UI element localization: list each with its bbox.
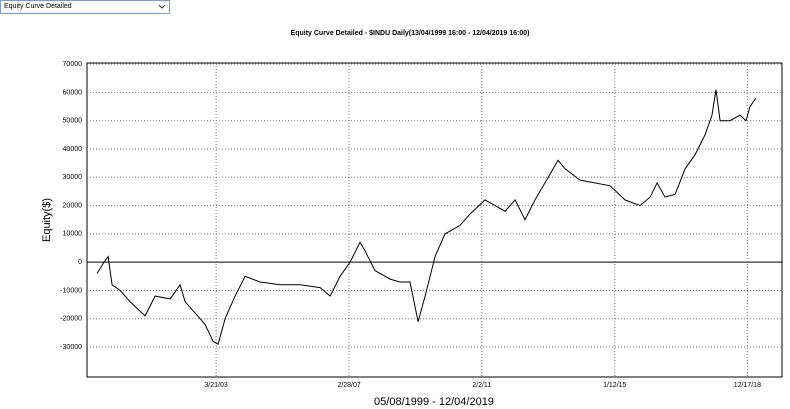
- y-tick-label: 30000: [63, 174, 83, 181]
- x-tick-label: 2/28/07: [337, 382, 360, 389]
- y-axis-label: Equity($): [41, 198, 53, 242]
- x-axis-label: 05/08/1999 - 12/04/2019: [374, 396, 494, 408]
- y-tick-label: 10000: [63, 231, 83, 238]
- y-tick-label: 0: [78, 259, 82, 266]
- y-tick-label: -20000: [60, 316, 82, 323]
- y-tick-label: 20000: [63, 202, 83, 209]
- x-tick-label: 12/17/18: [734, 382, 761, 389]
- y-tick-label: 70000: [63, 61, 83, 68]
- dropdown-value: Equity Curve Detailed: [4, 3, 72, 10]
- y-tick-label: -30000: [60, 344, 82, 351]
- y-tick-label: 60000: [63, 89, 83, 96]
- chevron: [158, 4, 166, 9]
- plot-frame: [86, 62, 783, 378]
- view-dropdown[interactable]: Equity Curve Detailed: [0, 0, 170, 14]
- y-tick-label: 50000: [63, 118, 83, 125]
- x-tick-label: 3/21/03: [204, 382, 227, 389]
- x-tick-label: 2/2/11: [472, 382, 491, 389]
- y-tick-label: -10000: [60, 287, 82, 294]
- chart-title: Equity Curve Detailed - $INDU Daily(13/0…: [291, 30, 530, 37]
- x-tick-label: 1/12/15: [603, 382, 626, 389]
- y-tick-label: 40000: [63, 146, 83, 153]
- equity-line: [96, 89, 757, 345]
